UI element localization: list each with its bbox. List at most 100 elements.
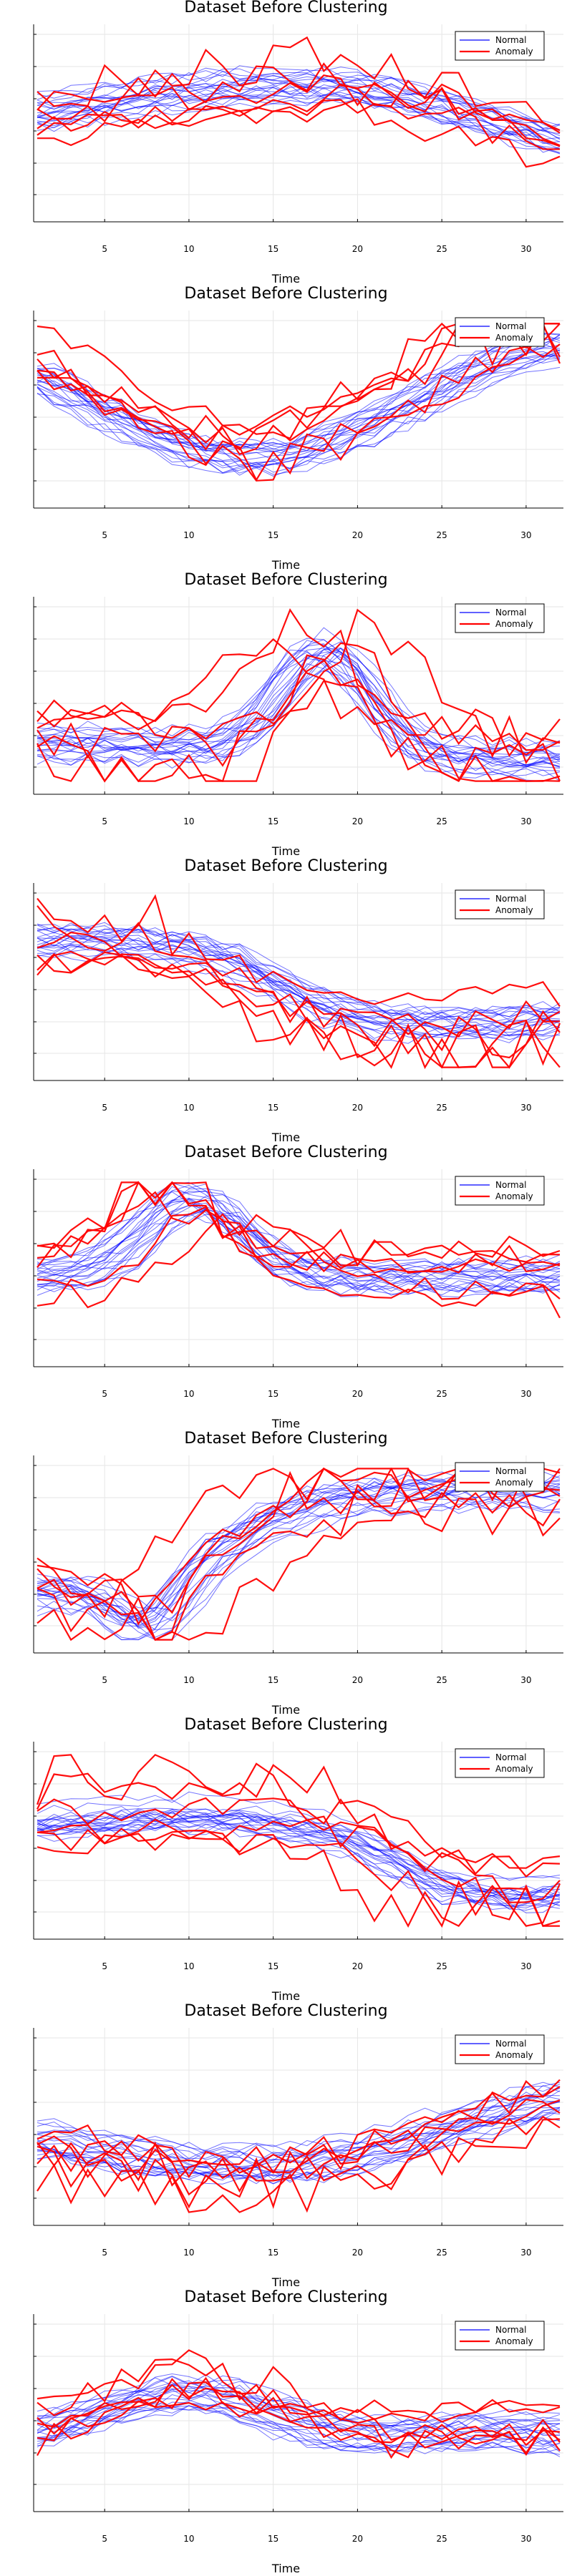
series-normal-line — [37, 2405, 561, 2457]
series-normal-line — [37, 357, 561, 474]
series-normal-line — [37, 937, 561, 1034]
x-tick-label: 5 — [102, 1103, 107, 1113]
series-normal-line — [37, 351, 561, 468]
x-tick-label: 20 — [352, 2534, 363, 2544]
x-tick-label: 25 — [437, 2248, 447, 2258]
legend-label: Normal — [495, 2039, 526, 2049]
series-normal-line — [37, 643, 561, 755]
x-tick-label: 20 — [352, 816, 363, 826]
series-anomaly-line — [37, 638, 561, 751]
series-normal-line — [37, 65, 561, 133]
series-normal-line — [37, 349, 561, 474]
legend-label: Anomaly — [495, 333, 533, 343]
series-anomaly-line — [37, 343, 561, 482]
series-normal-line — [37, 1185, 561, 1273]
x-tick-label: 15 — [268, 2248, 278, 2258]
legend-label: Normal — [495, 1180, 526, 1190]
x-tick-label: 25 — [437, 1675, 447, 1685]
series-normal-line — [37, 332, 561, 450]
series-anomaly-line — [37, 2376, 561, 2454]
legend-box — [455, 603, 545, 633]
series-anomaly-line — [37, 2115, 561, 2213]
x-tick-label: 20 — [352, 1961, 363, 1971]
x-tick-label: 10 — [183, 244, 194, 254]
series-anomaly-line — [37, 642, 561, 782]
series-anomaly-line — [37, 2079, 561, 2178]
series-anomaly-line — [37, 2358, 561, 2422]
series-normal-line — [37, 1501, 561, 1641]
x-tick-label: 5 — [102, 1389, 107, 1399]
chart-panel: Dataset Before Clustering 5 10 15 20 25 30 Norm… — [0, 0, 572, 286]
series-normal-line — [37, 1498, 561, 1641]
x-tick-label: 30 — [520, 1103, 531, 1113]
chart-title: Dataset Before Clustering — [184, 0, 388, 16]
series-normal-line — [37, 1209, 561, 1295]
x-tick-label: 15 — [268, 1961, 278, 1971]
chart-title: Dataset Before Clustering — [184, 2002, 388, 2020]
x-tick-label: 30 — [520, 1961, 531, 1971]
x-tick-label: 15 — [268, 530, 278, 540]
legend-label: Anomaly — [495, 1764, 533, 1774]
x-tick-label: 20 — [352, 1103, 363, 1113]
legend-box — [455, 31, 545, 61]
series-normal-line — [37, 1210, 561, 1295]
x-tick-label: 5 — [102, 1961, 107, 1971]
series-normal-line — [37, 2394, 561, 2444]
series-normal-line — [37, 352, 561, 455]
series-normal-line — [37, 2382, 561, 2432]
series-anomaly-line — [37, 321, 561, 482]
series-normal-line — [37, 922, 561, 1016]
legend-box — [455, 2034, 545, 2064]
series-normal-line — [37, 936, 561, 1028]
series-normal-line — [37, 640, 561, 762]
x-tick-label: 15 — [268, 244, 278, 254]
x-tick-label: 30 — [520, 2534, 531, 2544]
series-normal-line — [37, 1811, 561, 1901]
series-normal-line — [37, 343, 561, 462]
x-tick-label: 30 — [520, 244, 531, 254]
series-normal-line — [37, 1186, 561, 1273]
x-tick-label: 25 — [437, 530, 447, 540]
x-axis-label: Time — [271, 558, 301, 572]
series-normal-line — [37, 2405, 561, 2454]
series-normal-line — [37, 1809, 561, 1898]
x-tick-label: 5 — [102, 816, 107, 826]
series-normal-line — [37, 69, 561, 126]
chart-panel: Dataset Before Clustering 5 10 15 20 25 30 Norm… — [0, 1717, 572, 2004]
series-normal-line — [37, 1813, 561, 1903]
chart-panel: Dataset Before Clustering 5 10 15 20 25 30 Norm… — [0, 1145, 572, 1431]
series-normal-line — [37, 2100, 561, 2170]
chart-panel: Dataset Before Clustering 5 10 15 20 25 30 Norm… — [0, 572, 572, 859]
series-normal-line — [37, 638, 561, 750]
legend-label: Anomaly — [495, 905, 533, 915]
x-tick-label: 30 — [520, 1675, 531, 1685]
legend-label: Anomaly — [495, 619, 533, 629]
legend-label: Anomaly — [495, 1191, 533, 1201]
x-tick-label: 25 — [437, 1103, 447, 1113]
series-anomaly-line — [37, 1762, 561, 1869]
series-normal-line — [37, 1818, 561, 1910]
chart-panel: Dataset Before Clustering 5 10 15 20 25 30 Norm… — [0, 1431, 572, 1717]
series-normal-line — [37, 2403, 561, 2453]
series-anomaly-line — [37, 950, 561, 1069]
series-normal-line — [37, 84, 561, 154]
series-anomaly-line — [37, 654, 561, 783]
series-normal-line — [37, 366, 561, 476]
series-normal-line — [37, 2082, 561, 2155]
series-anomaly-line — [37, 1483, 561, 1641]
series-anomaly-line — [37, 1181, 561, 1274]
x-tick-label: 20 — [352, 1675, 363, 1685]
x-tick-label: 25 — [437, 2534, 447, 2544]
series-normal-line — [37, 1480, 561, 1624]
x-tick-label: 10 — [183, 2534, 194, 2544]
